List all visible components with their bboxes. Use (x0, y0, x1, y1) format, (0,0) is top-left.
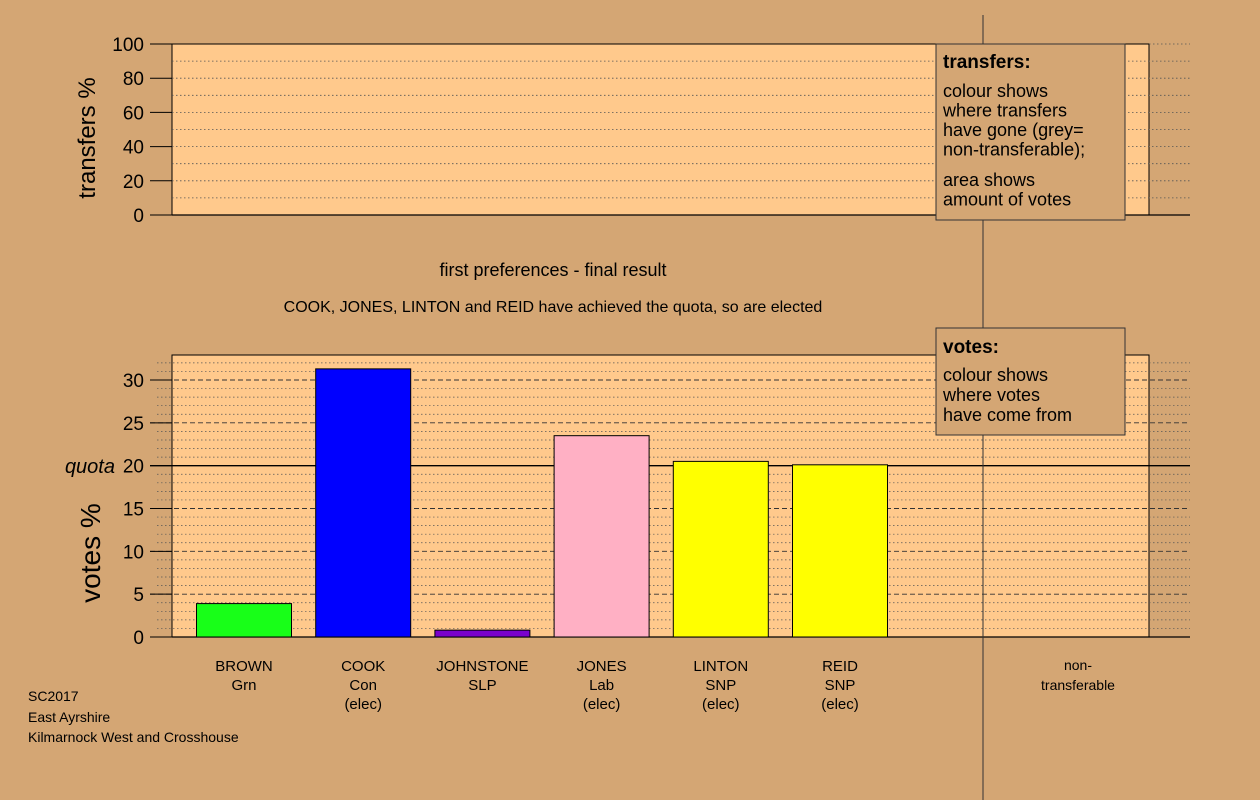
transfers-legend-line: area shows (943, 170, 1035, 190)
bar-johnstone (434, 629, 531, 638)
candidate-label-jones: Lab (589, 677, 614, 694)
candidate-label-brown: BROWN (215, 658, 273, 675)
votes-bars (196, 368, 888, 638)
votes-y-tick-label: 30 (123, 371, 144, 392)
candidate-label-cook: COOK (341, 658, 385, 675)
votes-y-axis-label: votes % (75, 503, 106, 603)
votes-legend-line: where votes (942, 385, 1040, 405)
chart-title: first preferences - final result (439, 260, 666, 280)
footer-line-2: East Ayrshire (28, 709, 110, 725)
transfers-legend-title: transfers: (943, 52, 1031, 73)
candidate-label-johnstone: SLP (468, 677, 496, 694)
transfers-y-axis-label: transfers % (74, 77, 101, 198)
bar-jones (553, 435, 650, 638)
bar-reid (792, 464, 888, 638)
nontransferable-label: non- (1064, 657, 1092, 673)
bar-linton (672, 460, 769, 638)
candidate-label-reid: REID (822, 658, 858, 675)
votes-y-tick-label: 0 (133, 628, 144, 649)
candidate-label-linton: LINTON (693, 658, 748, 675)
votes-y-tick-label: 15 (123, 500, 144, 521)
candidate-label-johnstone: JOHNSTONE (436, 658, 528, 675)
candidate-label-reid: (elec) (821, 696, 859, 713)
bar-cook (315, 368, 412, 638)
transfers-y-tick-label: 60 (123, 103, 144, 124)
candidate-label-jones: (elec) (583, 696, 621, 713)
footer-line-1: SC2017 (28, 688, 79, 704)
candidate-label-jones: JONES (577, 658, 627, 675)
nontransferable-label: transferable (1041, 677, 1115, 693)
votes-chart: 0 5 10 15 20 25 30 BROWN Grn COOK Con (elec) JOHNST… (65, 354, 1190, 713)
transfers-legend-line: colour shows (943, 81, 1048, 101)
votes-legend-line: have come from (943, 405, 1072, 425)
votes-y-tick-label: 20 (123, 457, 144, 478)
votes-y-tick-label: 5 (133, 585, 144, 606)
transfers-y-tick-label: 80 (123, 69, 144, 90)
transfers-y-tick-label: 40 (123, 138, 144, 159)
transfers-legend-line: have gone (grey= (943, 120, 1084, 140)
transfers-legend-line: non-transferable); (943, 140, 1085, 160)
candidate-label-brown: Grn (231, 677, 256, 694)
transfers-y-tick-label: 0 (133, 206, 144, 227)
votes-legend-line: colour shows (943, 365, 1048, 385)
transfers-legend-line: where transfers (942, 101, 1067, 121)
quota-label: quota (65, 456, 115, 478)
votes-y-tick-label: 25 (123, 414, 144, 435)
candidate-label-linton: (elec) (702, 696, 740, 713)
transfers-legend-line: amount of votes (943, 190, 1071, 210)
transfers-y-tick-label: 100 (112, 35, 144, 56)
candidate-labels: BROWN Grn COOK Con (elec) JOHNSTONE SLP JONES La… (215, 657, 1115, 713)
votes-legend-title: votes: (943, 337, 999, 358)
footer: SC2017 East Ayrshire Kilmarnock West and… (28, 688, 239, 745)
votes-y-axis: 0 5 10 15 20 25 30 (123, 371, 172, 649)
footer-line-3: Kilmarnock West and Crosshouse (28, 729, 239, 745)
votes-y-tick-label: 10 (123, 542, 144, 563)
candidate-label-cook: Con (349, 677, 377, 694)
candidate-label-cook: (elec) (344, 696, 382, 713)
transfers-y-axis: 0 20 40 60 80 100 (112, 35, 172, 227)
candidate-label-reid: SNP (825, 677, 856, 694)
candidate-label-linton: SNP (705, 677, 736, 694)
transfers-y-tick-label: 20 (123, 172, 144, 193)
bar-brown (196, 603, 292, 638)
chart-subtitle: COOK, JONES, LINTON and REID have achiev… (284, 299, 823, 316)
